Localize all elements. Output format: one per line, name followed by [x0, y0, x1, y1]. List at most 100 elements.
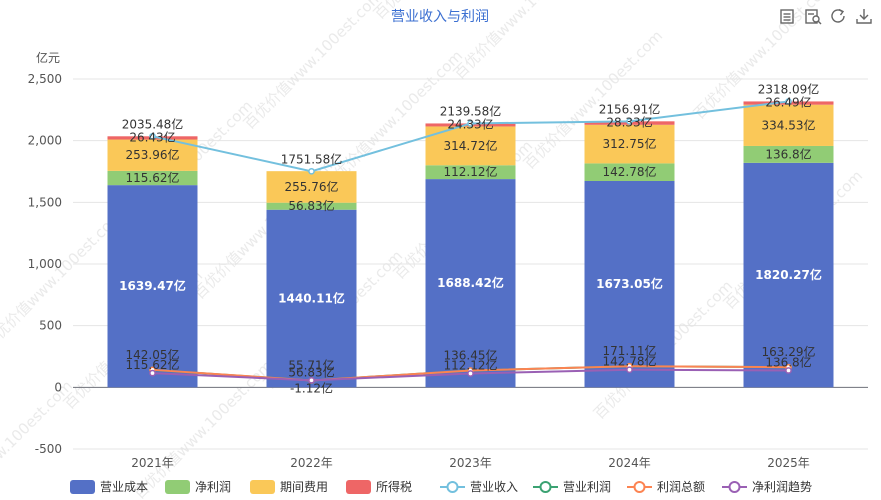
legend-label: 营业成本: [100, 480, 148, 494]
x-tick-label: 2021年: [131, 456, 174, 470]
data-view-icon[interactable]: [780, 9, 794, 24]
y-axis-unit: 亿元: [36, 50, 60, 65]
legend-label: 营业利润: [563, 480, 611, 494]
bar-label: 312.75亿: [603, 136, 657, 151]
line-label: 2156.91亿: [599, 101, 661, 116]
line-label: 55.71亿: [288, 357, 334, 372]
bar-1[interactable]: [107, 170, 198, 186]
bar-label: 26.43亿: [129, 129, 175, 144]
line-point-0[interactable]: [308, 167, 315, 175]
bar-1[interactable]: [584, 163, 675, 181]
y-tick-label: 0: [54, 380, 62, 394]
labels-layer: 1639.47亿 115.62亿 253.96亿 1440.11亿 56.83亿 255.…: [119, 81, 822, 395]
line-label: 171.11亿: [603, 343, 657, 358]
line-label: 142.78亿: [603, 354, 657, 369]
line-label: 1751.58亿: [281, 151, 343, 166]
legend-item[interactable]: 营业利润: [533, 480, 611, 494]
bar-2[interactable]: [584, 124, 675, 164]
bar-label: 314.72亿: [444, 138, 498, 153]
bar-label: 1820.27亿: [755, 267, 822, 282]
bar-label: 56.83亿: [288, 198, 334, 213]
line-label: 136.8亿: [765, 354, 811, 369]
bar-label: 255.76亿: [285, 179, 339, 194]
bar-1[interactable]: [425, 165, 516, 180]
legend-swatch: [633, 481, 646, 493]
save-image-icon[interactable]: [856, 9, 872, 24]
x-tick-label: 2025年: [767, 456, 810, 470]
legend-item[interactable]: 营业收入: [440, 480, 518, 494]
line-point-0[interactable]: [467, 120, 474, 127]
line-point-3[interactable]: [785, 367, 792, 374]
line-point-3[interactable]: [149, 369, 156, 377]
y-tick-label: 1,500: [28, 195, 62, 209]
y-tick-label: 2,500: [28, 72, 62, 86]
legend-item[interactable]: 所得税: [346, 479, 412, 494]
legend-swatch: [728, 481, 741, 493]
legend-swatch: [70, 480, 95, 494]
bars-layer: [107, 101, 834, 388]
legend-label: 净利润趋势: [752, 480, 812, 494]
line-point-3[interactable]: [467, 370, 474, 377]
lines-layer: [149, 98, 792, 384]
bar-label: 334.53亿: [762, 117, 816, 132]
legend-swatch: [250, 480, 275, 494]
legend-swatch: [539, 481, 552, 493]
restore-icon[interactable]: [805, 9, 822, 25]
toolbar: [780, 8, 872, 25]
line-label: 2035.48亿: [122, 116, 184, 131]
line-label: 2318.09亿: [758, 81, 820, 96]
x-tick-label: 2024年: [608, 456, 651, 470]
watermark-text: 百优价值www.100est.com: [240, 0, 386, 133]
line-label: 112.12亿: [444, 358, 498, 373]
y-tick-label: 2,000: [28, 134, 62, 148]
legend-item[interactable]: 净利润: [165, 480, 231, 494]
extra-label: -1.12亿: [290, 380, 333, 395]
bar-0[interactable]: [107, 185, 198, 388]
legend-label: 营业收入: [470, 480, 518, 494]
legend-swatch: [346, 480, 371, 494]
bar-0[interactable]: [266, 209, 357, 388]
bar-0[interactable]: [425, 179, 516, 388]
grid-layer: -500 0 500 1,000 1,500 2,000 2,500 2021年 2022年 20…: [28, 72, 868, 470]
x-tick-label: 2022年: [290, 456, 333, 470]
legend-item[interactable]: 营业成本: [70, 480, 148, 494]
bar-label: 26.49亿: [765, 94, 811, 109]
watermark-text: 百优价值www.100est.com: [0, 207, 126, 353]
bar-label: 1639.47亿: [119, 278, 186, 293]
legend-label: 利润总额: [657, 480, 705, 494]
bar-2[interactable]: [743, 104, 834, 146]
line-point-0[interactable]: [626, 117, 633, 125]
legend-item[interactable]: 利润总额: [627, 480, 705, 494]
line-point-0[interactable]: [785, 98, 792, 105]
legend-item[interactable]: 净利润趋势: [722, 480, 812, 494]
bar-label: 24.33亿: [447, 116, 493, 131]
bar-2[interactable]: [266, 171, 357, 203]
legend-label: 期间费用: [280, 480, 328, 494]
line-point-3[interactable]: [308, 376, 315, 384]
line-label: 142.05亿: [126, 347, 180, 362]
bar-label: 1440.11亿: [278, 291, 345, 306]
legend-label: 所得税: [376, 479, 412, 494]
bar-2[interactable]: [107, 139, 198, 171]
line-label: 115.62亿: [126, 357, 180, 372]
legend-label: 净利润: [195, 480, 231, 494]
refresh-icon[interactable]: [831, 8, 845, 23]
bar-1[interactable]: [266, 202, 357, 210]
legend-swatch: [446, 481, 459, 493]
bar-label: 1688.42亿: [437, 275, 504, 290]
bar-label: 115.62亿: [126, 170, 180, 185]
line-point-3[interactable]: [626, 366, 633, 374]
y-tick-label: 500: [39, 319, 62, 333]
legend-swatch: [165, 480, 190, 494]
line-point-0[interactable]: [149, 132, 156, 140]
bar-label: 253.96亿: [126, 147, 180, 162]
line-label: 163.29亿: [762, 344, 816, 359]
bar-label: 112.12亿: [444, 164, 498, 179]
legend-item[interactable]: 期间费用: [250, 480, 328, 494]
bar-0[interactable]: [743, 162, 834, 388]
bar-1[interactable]: [743, 145, 834, 163]
bar-0[interactable]: [584, 180, 675, 388]
chart-title: 营业收入与利润: [391, 9, 489, 25]
